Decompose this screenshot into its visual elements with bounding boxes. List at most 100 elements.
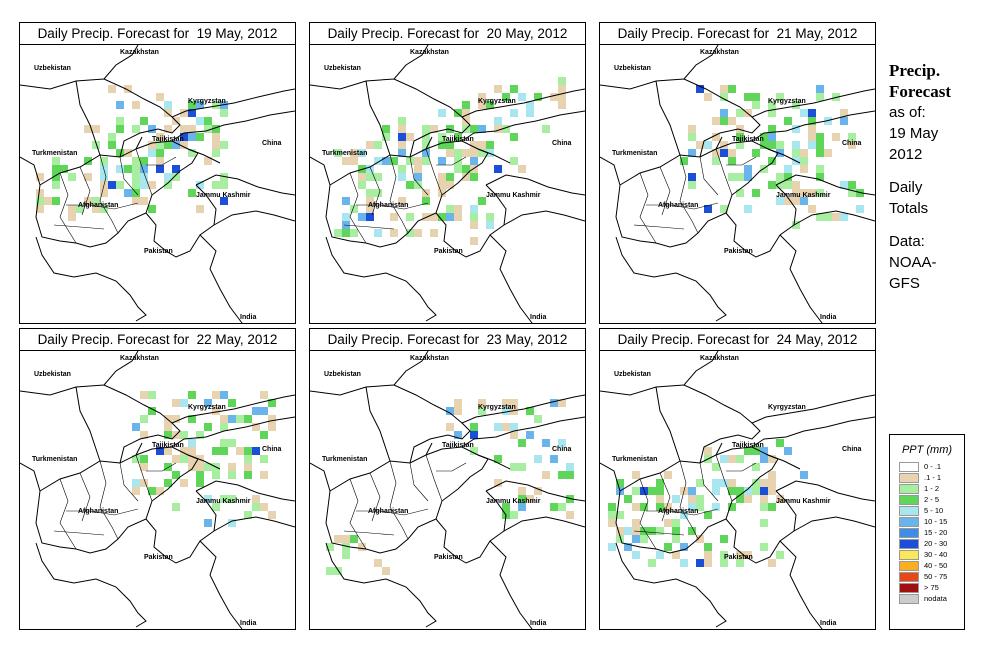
precip-cell (92, 205, 100, 213)
precip-cell (398, 197, 406, 205)
precip-cell (236, 415, 244, 423)
precip-cell (438, 109, 446, 117)
uzbek-kazakh-border (310, 351, 463, 492)
label-kazakhstan: Kazakhstan (120, 49, 159, 56)
precip-cell (696, 141, 704, 149)
precip-cell (470, 221, 478, 229)
precip-cell (728, 479, 736, 487)
precip-cell (744, 551, 752, 559)
precip-cell (752, 447, 760, 455)
precip-cell (470, 213, 478, 221)
china-border (477, 454, 585, 502)
precip-cell (720, 149, 728, 157)
precip-cell (486, 101, 494, 109)
precip-cell (438, 173, 446, 181)
precip-cell (92, 125, 100, 133)
precip-cell (196, 181, 204, 189)
precip-cell (172, 141, 180, 149)
legend-label: > 75 (924, 583, 939, 592)
precip-cell (470, 205, 478, 213)
precip-cell (534, 455, 542, 463)
precip-cell (792, 101, 800, 109)
precip-cell (414, 181, 422, 189)
legend-label: 20 - 30 (924, 539, 948, 548)
precip-cell (776, 551, 784, 559)
forecast-panel: Daily Precip. Forecast for 20 May, 2012 … (309, 22, 586, 324)
precip-cell (502, 93, 510, 101)
precip-cell (220, 415, 228, 423)
precip-cell (720, 109, 728, 117)
precip-cell (188, 463, 196, 471)
precip-cell (422, 197, 430, 205)
province-borders (633, 454, 757, 550)
precip-map: Uzbekistan Kazakhstan Kyrgyzstan Tajikis… (310, 351, 585, 629)
china-border (767, 148, 875, 196)
country-borders (310, 351, 585, 629)
precip-cell (558, 85, 566, 93)
precip-cell (688, 527, 696, 535)
precip-cell (398, 165, 406, 173)
precip-cell (792, 125, 800, 133)
label-kazakhstan: Kazakhstan (120, 355, 159, 362)
precip-cell (494, 423, 502, 431)
precip-cell (526, 495, 534, 503)
precip-cell (752, 189, 760, 197)
precip-cell (800, 471, 808, 479)
precip-cell (422, 149, 430, 157)
precip-cell (156, 93, 164, 101)
panel-title: Daily Precip. Forecast for 21 May, 2012 (600, 23, 875, 45)
precip-cell (656, 503, 664, 511)
precip-cell (358, 213, 366, 221)
precip-cell (510, 157, 518, 165)
precip-map: Uzbekistan Kazakhstan Kyrgyzstan Tajikis… (310, 45, 585, 323)
precip-cell (736, 133, 744, 141)
precip-cells (132, 391, 276, 527)
precip-cell (84, 173, 92, 181)
precip-cell (438, 213, 446, 221)
precip-cell (172, 503, 180, 511)
precip-cell (494, 117, 502, 125)
precip-cell (720, 85, 728, 93)
legend-swatch (899, 528, 919, 538)
precip-cell (688, 125, 696, 133)
precip-cell (84, 125, 92, 133)
precip-cell (156, 141, 164, 149)
precip-cell (768, 487, 776, 495)
precip-cell (454, 157, 462, 165)
precip-cell (728, 117, 736, 125)
precip-cell (744, 173, 752, 181)
precip-cell (768, 471, 776, 479)
precip-cell (148, 181, 156, 189)
precip-cell (204, 399, 212, 407)
label-tajikistan: Tajikistan (442, 136, 474, 143)
precip-cell (744, 447, 752, 455)
precip-cell (768, 559, 776, 567)
label-china: China (262, 446, 282, 453)
precip-cell (132, 181, 140, 189)
label-turkmenistan: Turkmenistan (322, 456, 367, 463)
totals-line2: Totals (889, 200, 929, 217)
uzbek-kazakh-border (600, 351, 753, 492)
panel-title: Daily Precip. Forecast for 22 May, 2012 (20, 329, 295, 351)
precip-cell (720, 93, 728, 101)
precip-cell (558, 503, 566, 511)
precip-cell (326, 567, 334, 575)
precip-cell (140, 197, 148, 205)
precip-cell (188, 109, 196, 117)
precip-cell (414, 165, 422, 173)
precip-cell (430, 125, 438, 133)
precip-cell (542, 439, 550, 447)
precip-cell (84, 157, 92, 165)
precip-cell (542, 125, 550, 133)
precip-cell (704, 543, 712, 551)
label-kyrgyzstan: Kyrgyzstan (478, 404, 516, 411)
precip-cell (204, 125, 212, 133)
precip-cell (792, 197, 800, 205)
precip-cell (526, 101, 534, 109)
precip-cell (164, 125, 172, 133)
precip-cell (350, 535, 358, 543)
precip-cell (816, 149, 824, 157)
precip-cell (632, 519, 640, 527)
precip-cell (52, 165, 60, 173)
precip-cell (792, 141, 800, 149)
